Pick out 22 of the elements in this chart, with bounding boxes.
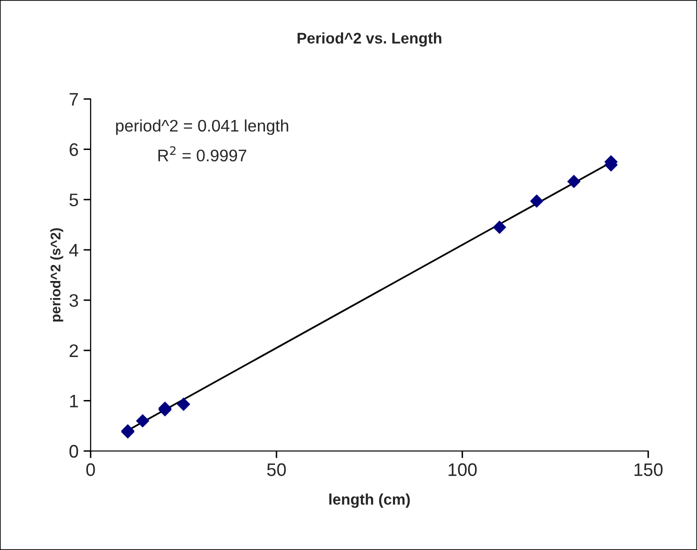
x-tick-label: 0 xyxy=(86,463,95,476)
y-tick-label: 1 xyxy=(70,394,78,408)
point xyxy=(492,220,506,234)
point xyxy=(567,174,580,188)
x-axis-title: length (cm) xyxy=(329,494,410,508)
y-tick-label: 5 xyxy=(69,194,78,206)
y-tick-label: 6 xyxy=(70,143,78,156)
y-tick-label: 0 xyxy=(69,444,78,458)
annotation: R$^{2}$ = 0.9997 xyxy=(158,146,246,162)
point xyxy=(176,398,190,411)
x-tick-label: 150 xyxy=(634,463,663,476)
y-tick-label: 3 xyxy=(69,294,78,307)
chart-title: Period^2 vs. Length xyxy=(298,32,442,47)
y-tick-label: 4 xyxy=(69,244,78,256)
x-tick-label: 50 xyxy=(267,463,286,476)
point xyxy=(530,194,544,208)
annotation: period^2 = 0.041 length xyxy=(116,119,288,135)
point xyxy=(136,414,150,428)
y-axis-title: period^2 (s^2) xyxy=(50,228,64,322)
y-tick-label: 7 xyxy=(70,93,78,106)
x-tick-label: 100 xyxy=(448,463,477,476)
y-tick-label: 2 xyxy=(70,344,78,357)
